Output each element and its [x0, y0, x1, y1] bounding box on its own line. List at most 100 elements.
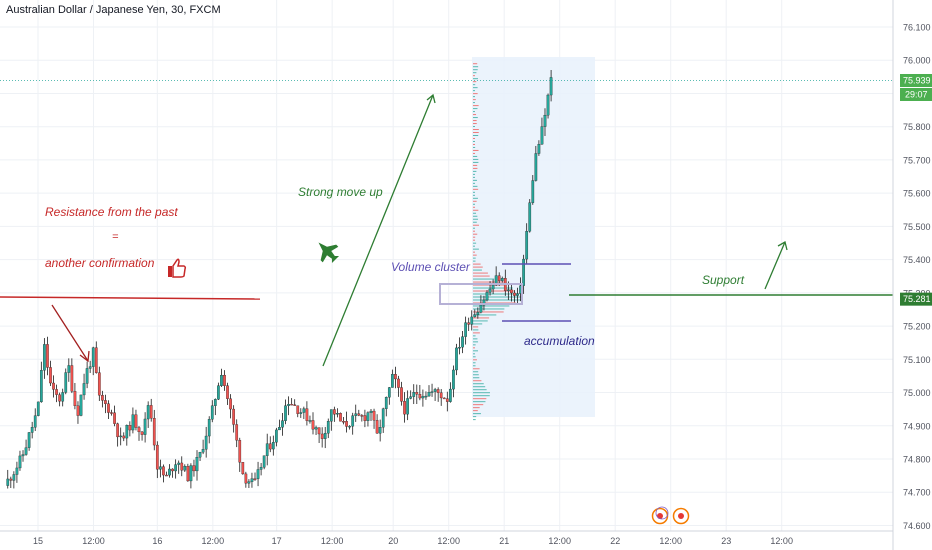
volume-profile-bar — [473, 167, 478, 169]
volume-profile-bar — [473, 173, 475, 175]
time-tick-label: 15 — [33, 536, 43, 546]
candle-body — [378, 427, 382, 434]
time-tick-label: 12:00 — [437, 536, 460, 546]
strong-move-arrow[interactable] — [322, 94, 434, 367]
candle-body — [430, 391, 434, 393]
accumulation-label: accumulation — [524, 334, 595, 348]
volume-profile-bar — [473, 233, 478, 235]
volume-profile-bar — [473, 347, 475, 349]
candle-body — [79, 394, 83, 416]
candle-body — [238, 440, 242, 463]
candle-body — [540, 126, 544, 145]
volume-profile-bar — [473, 111, 475, 113]
volume-cluster-label: Volume cluster — [391, 260, 471, 274]
candle-body — [375, 420, 379, 434]
candle-body — [455, 347, 458, 371]
calendar-event-icon[interactable] — [651, 506, 669, 525]
candle-body — [473, 314, 477, 318]
candle-body — [326, 421, 330, 434]
candle-body — [543, 114, 547, 127]
candle-body — [229, 398, 232, 410]
price-tick-label: 75.100 — [903, 355, 931, 365]
volume-profile-bar — [473, 152, 475, 154]
candle-body — [534, 153, 538, 181]
volume-profile-bar — [473, 239, 475, 241]
volume-profile-bar — [473, 114, 477, 116]
candle-body — [189, 465, 193, 482]
candle-body — [259, 467, 263, 470]
volume-profile-bar — [473, 386, 486, 388]
candle-body — [201, 449, 205, 453]
candle-body — [409, 396, 413, 399]
candle-body — [94, 347, 98, 373]
volume-profile-bar — [473, 203, 475, 205]
resistance-arrow[interactable] — [51, 304, 89, 362]
candle-body — [339, 413, 342, 422]
volume-profile-bar — [473, 75, 475, 77]
price-tick-label: 74.700 — [903, 488, 931, 498]
candle-body — [27, 432, 31, 448]
candle-body — [97, 372, 101, 396]
volume-profile-bar — [473, 134, 479, 136]
volume-profile-bar — [473, 266, 483, 268]
volume-profile-bar — [473, 365, 476, 367]
volume-cluster-box[interactable] — [439, 283, 523, 305]
volume-profile-bar — [473, 99, 476, 101]
volume-profile-bar — [473, 105, 479, 107]
candle-body — [250, 478, 254, 482]
candle-body — [168, 468, 171, 476]
resistance-line[interactable] — [0, 296, 261, 300]
candle-body — [122, 435, 126, 439]
volume-profile-bar — [473, 332, 480, 334]
candle-body — [397, 378, 400, 388]
candle-body — [357, 413, 361, 416]
candle-body — [308, 420, 312, 422]
candle-body — [522, 258, 525, 286]
volume-profile-bar — [473, 66, 479, 68]
volume-profile-bar — [473, 63, 478, 65]
time-axis[interactable]: 15 12:00 16 12:00 17 12:00 20 12:00 21 12:00 22 12:… — [33, 536, 793, 546]
time-tick-label: 20 — [388, 536, 398, 546]
candle-body — [70, 365, 74, 392]
volume-profile-bar — [473, 329, 479, 331]
candle-body — [73, 391, 77, 406]
candle-body — [39, 370, 43, 403]
volume-profile-bar — [473, 371, 479, 373]
candle-body — [333, 409, 336, 415]
candle-body — [220, 374, 223, 386]
candle-body — [290, 404, 293, 406]
candle-body — [427, 392, 431, 397]
candle-body — [171, 468, 174, 472]
support-arrow[interactable] — [764, 241, 786, 290]
volume-profile-bar — [473, 179, 477, 181]
time-tick-label: 12:00 — [770, 536, 793, 546]
candle-body — [436, 389, 440, 393]
candle-body — [165, 474, 168, 477]
volume-profile-bar — [473, 413, 481, 415]
candle-body — [88, 366, 92, 369]
candle-body — [18, 455, 22, 469]
volume-profile-bar — [473, 383, 484, 385]
volume-profile-bar — [473, 275, 490, 277]
candle-body — [278, 427, 281, 431]
calendar-event-icon[interactable] — [672, 507, 690, 525]
candle-body — [336, 413, 339, 415]
candle-body — [287, 404, 290, 406]
price-tick-label: 76.100 — [903, 23, 931, 33]
candle-body — [305, 408, 309, 421]
candle-body — [192, 465, 196, 472]
volume-profile-bar — [473, 284, 506, 286]
volume-profile-bar — [473, 218, 479, 220]
candle-body — [476, 312, 480, 315]
thumbs-up-icon — [168, 258, 187, 278]
candle-body — [482, 299, 486, 306]
candle-body — [531, 180, 535, 203]
candle-body — [513, 292, 516, 296]
resistance-label: Resistance from the past — [45, 205, 178, 219]
volume-profile-bar — [473, 260, 476, 262]
candle-body — [33, 415, 37, 428]
candle-body — [467, 322, 471, 325]
volume-profile-bar — [473, 194, 475, 196]
candle-body — [394, 374, 397, 380]
